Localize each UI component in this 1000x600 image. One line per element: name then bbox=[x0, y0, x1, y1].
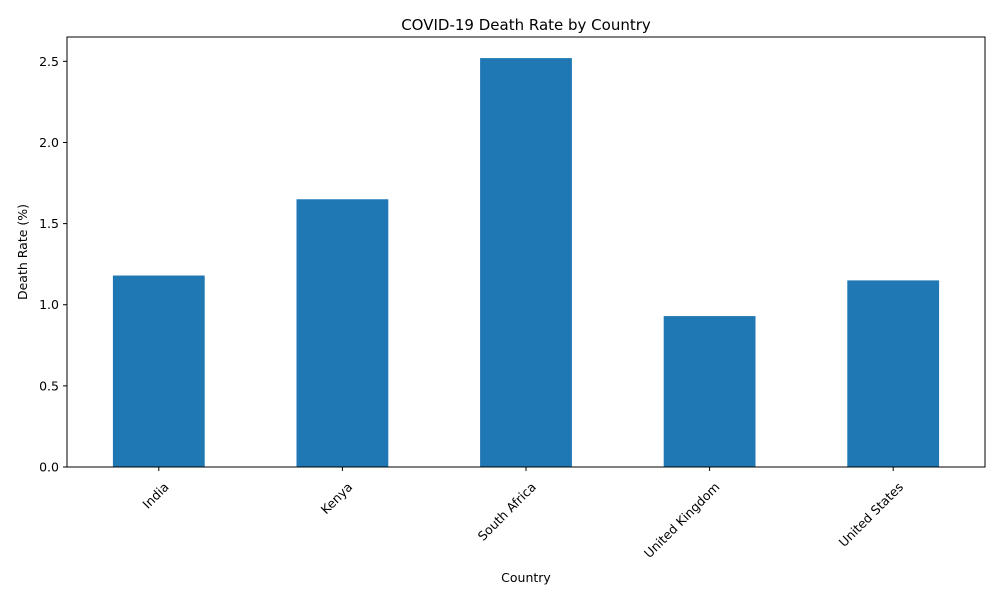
bar-kenya bbox=[296, 199, 389, 467]
x-tick-label: India bbox=[139, 479, 171, 511]
y-tick-label: 0.0 bbox=[39, 460, 59, 475]
x-tick-label: Kenya bbox=[318, 479, 356, 517]
x-axis-label: Country bbox=[501, 570, 551, 585]
chart-title: COVID-19 Death Rate by Country bbox=[401, 16, 651, 34]
x-axis-ticks: India Kenya South Africa United Kingdom Unit… bbox=[139, 467, 906, 561]
bar-united-states bbox=[847, 280, 940, 467]
y-tick-label: 1.5 bbox=[39, 216, 59, 231]
bar-south-africa bbox=[480, 58, 572, 468]
y-axis-label: Death Rate (%) bbox=[15, 204, 30, 300]
plot-frame bbox=[66, 36, 986, 468]
y-tick-label: 2.5 bbox=[39, 54, 59, 69]
y-axis-ticks: 0.0 0.5 1.0 1.5 2.0 2.5 bbox=[39, 54, 67, 475]
bar-united-kingdom bbox=[663, 316, 756, 467]
bars-layer bbox=[112, 58, 940, 468]
y-tick-label: 2.0 bbox=[39, 135, 59, 150]
y-tick-label: 1.0 bbox=[39, 297, 59, 312]
x-tick-label: South Africa bbox=[475, 479, 539, 543]
y-tick-label: 0.5 bbox=[39, 378, 59, 393]
x-tick-label: United States bbox=[836, 479, 906, 549]
x-tick-label: United Kingdom bbox=[641, 479, 723, 561]
bar-india bbox=[112, 275, 205, 467]
